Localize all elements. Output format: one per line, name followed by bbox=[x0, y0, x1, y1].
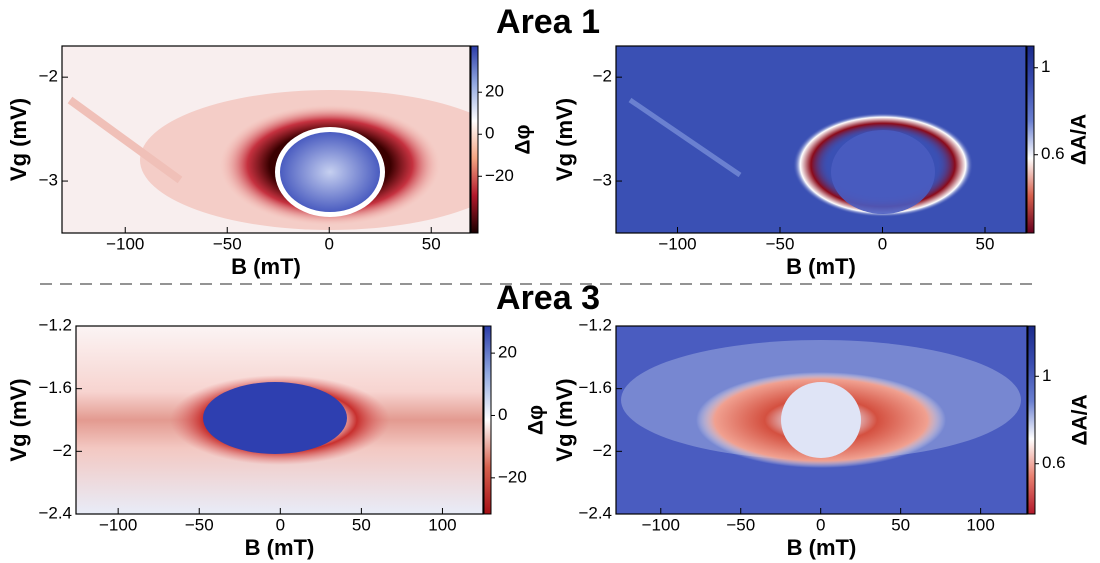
x-tick-label: 100 bbox=[428, 515, 456, 534]
colorbar-label: Δφ bbox=[525, 405, 548, 435]
y-axis-label: Vg (mV) bbox=[6, 378, 31, 461]
x-tick-label: −100 bbox=[658, 234, 696, 253]
y-axis-label: Vg (mV) bbox=[552, 378, 577, 461]
y-axis-label: Vg (mV) bbox=[6, 98, 31, 181]
x-tick-label: 100 bbox=[966, 515, 994, 534]
x-axis-label: B (mT) bbox=[786, 254, 856, 279]
colorbar-tick-label: 0 bbox=[498, 405, 507, 424]
y-tick-label: −1.2 bbox=[38, 315, 72, 334]
y-tick-label: −1.2 bbox=[578, 315, 612, 334]
y-tick-label: −1.6 bbox=[578, 378, 612, 397]
colorbar-tick-label: 1 bbox=[1041, 57, 1050, 76]
y-tick-label: −2.4 bbox=[578, 503, 612, 522]
colorbar-tick-label: 0.6 bbox=[1042, 453, 1066, 472]
x-tick-label: 0 bbox=[276, 515, 285, 534]
x-tick-label: 50 bbox=[352, 515, 371, 534]
heatmap-image bbox=[62, 46, 470, 233]
heatmap-image bbox=[76, 326, 483, 514]
colorbar bbox=[1027, 325, 1036, 515]
colorbar-tick-label: 20 bbox=[498, 343, 517, 362]
colorbar bbox=[1026, 45, 1035, 234]
heatmap-image bbox=[616, 46, 1026, 233]
x-axis-label: B (mT) bbox=[787, 535, 857, 560]
y-tick-label: −2 bbox=[593, 441, 612, 460]
x-tick-label: 50 bbox=[422, 234, 441, 253]
plot-frame bbox=[61, 45, 471, 234]
y-tick-label: −2 bbox=[39, 67, 58, 86]
x-tick-label: −50 bbox=[726, 515, 755, 534]
y-tick-label: −3 bbox=[39, 171, 58, 190]
colorbar-tick-label: 0 bbox=[485, 124, 494, 143]
plot-frame bbox=[615, 325, 1028, 515]
x-tick-label: −50 bbox=[213, 234, 242, 253]
colorbar-tick-label: 20 bbox=[485, 82, 504, 101]
colorbar-label: ΔA/A bbox=[1069, 394, 1092, 445]
x-tick-label: −100 bbox=[642, 515, 680, 534]
x-tick-label: 50 bbox=[976, 234, 995, 253]
colorbar bbox=[470, 45, 479, 234]
section-title: Area 1 bbox=[496, 3, 600, 41]
section-title: Area 3 bbox=[496, 279, 600, 317]
y-tick-label: −2 bbox=[593, 67, 612, 86]
colorbar-tick-label: 0.6 bbox=[1041, 144, 1065, 163]
x-tick-label: 0 bbox=[878, 234, 887, 253]
x-axis-label: B (mT) bbox=[231, 254, 301, 279]
x-tick-label: 0 bbox=[325, 234, 334, 253]
colorbar-tick-label: −20 bbox=[498, 467, 527, 486]
x-tick-label: 0 bbox=[816, 515, 825, 534]
x-tick-label: −100 bbox=[99, 515, 137, 534]
plot-frame bbox=[75, 325, 484, 515]
x-tick-label: −50 bbox=[185, 515, 214, 534]
colorbar bbox=[483, 325, 492, 515]
x-tick-label: −100 bbox=[106, 234, 144, 253]
x-tick-label: 50 bbox=[891, 515, 910, 534]
x-tick-label: −50 bbox=[766, 234, 795, 253]
colorbar-label: ΔA/A bbox=[1068, 114, 1091, 165]
heatmap-image bbox=[616, 326, 1027, 514]
y-tick-label: −2.4 bbox=[38, 503, 72, 522]
y-tick-label: −1.6 bbox=[38, 378, 72, 397]
colorbar-tick-label: −20 bbox=[485, 166, 514, 185]
y-axis-label: Vg (mV) bbox=[552, 98, 577, 181]
plot-frame bbox=[615, 45, 1027, 234]
y-tick-label: −2 bbox=[53, 441, 72, 460]
y-tick-label: −3 bbox=[593, 171, 612, 190]
colorbar-tick-label: 1 bbox=[1042, 366, 1051, 385]
x-axis-label: B (mT) bbox=[245, 535, 315, 560]
colorbar-label: Δφ bbox=[512, 124, 535, 154]
